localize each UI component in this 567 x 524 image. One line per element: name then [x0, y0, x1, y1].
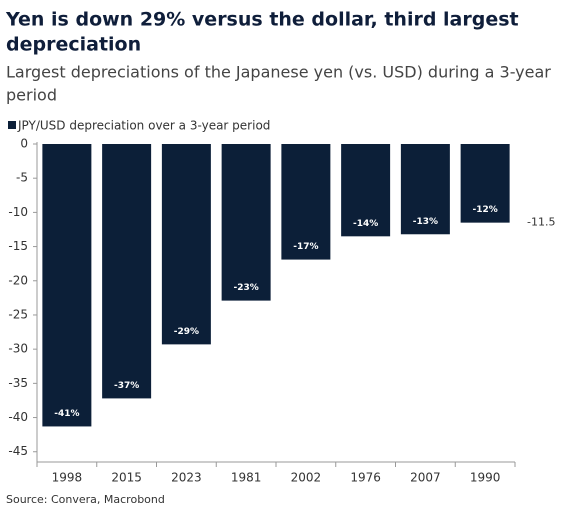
bar: [400, 144, 450, 235]
x-tick-label: 1990: [470, 471, 501, 485]
chart-subtitle: Largest depreciations of the Japanese ye…: [6, 63, 551, 82]
bar: [102, 144, 152, 399]
bar: [221, 144, 271, 301]
bar: [42, 144, 92, 427]
x-tick-label: 2002: [291, 471, 322, 485]
y-tick-label: -35: [8, 376, 28, 390]
y-tick-label: -10: [8, 205, 28, 219]
source: Source: Convera, Macrobond: [6, 493, 165, 506]
value-label: -17%: [293, 242, 318, 252]
value-label: -23%: [233, 283, 258, 293]
x-tick-label: 1976: [350, 471, 381, 485]
chart-title: depreciation: [6, 34, 141, 56]
y-tick-label: -15: [8, 239, 28, 253]
value-label: -37%: [114, 381, 139, 391]
chart-title: Yen is down 29% versus the dollar, third…: [5, 9, 519, 31]
y-tick-label: -45: [8, 444, 28, 458]
value-label: -12%: [472, 205, 497, 215]
bar: [161, 144, 211, 345]
bar: [281, 144, 331, 260]
x-tick-label: 2007: [410, 471, 441, 485]
value-label: -41%: [54, 409, 79, 419]
legend-swatch: [8, 121, 16, 129]
y-tick-label: -40: [8, 410, 28, 424]
bar: [341, 144, 391, 237]
legend-label: JPY/USD depreciation over a 3-year perio…: [17, 119, 270, 133]
x-tick-label: 1998: [52, 471, 83, 485]
annotation: -11.5: [527, 216, 555, 229]
y-tick-label: 0: [20, 137, 28, 151]
y-tick-label: -30: [8, 342, 28, 356]
value-label: -14%: [353, 219, 378, 229]
x-tick-label: 1981: [231, 471, 262, 485]
x-tick-label: 2023: [171, 471, 202, 485]
bar: [460, 144, 510, 223]
x-tick-label: 2015: [111, 471, 142, 485]
chart-subtitle: period: [6, 86, 57, 105]
y-tick-label: -20: [8, 273, 28, 287]
y-tick-label: -25: [8, 307, 28, 321]
y-tick-label: -5: [16, 171, 28, 185]
value-label: -29%: [174, 327, 199, 337]
value-label: -13%: [413, 217, 438, 227]
